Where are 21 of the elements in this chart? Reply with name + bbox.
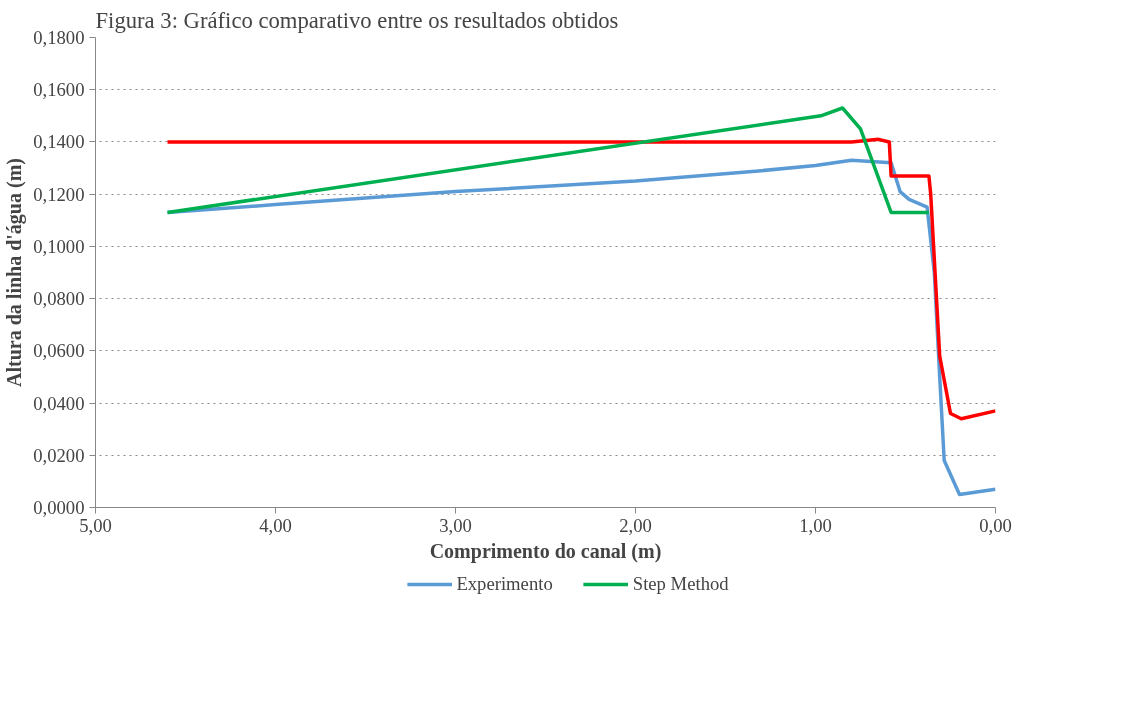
legend-label: Experimento <box>456 573 553 595</box>
y-tick-label: 0,0800 <box>33 288 85 310</box>
line-series <box>165 137 996 421</box>
x-tick-label: 2,00 <box>619 514 652 536</box>
y-tick-label: 0,0600 <box>33 340 85 362</box>
y-tick-label: 0,1400 <box>33 131 85 153</box>
x-tick-label: 0,00 <box>979 514 1012 536</box>
x-axis-title: Comprimento do canal (m) <box>429 539 662 563</box>
line-series <box>165 106 931 215</box>
y-tick-label: 0,1800 <box>33 27 85 48</box>
y-axis-title: Altura da linha d'água (m) <box>3 158 27 387</box>
legend-label: Step Method <box>632 573 729 595</box>
x-tick-label: 3,00 <box>439 514 472 536</box>
y-tick-label: 0,1600 <box>33 79 85 101</box>
x-tick-label: 4,00 <box>259 514 292 536</box>
x-tick-label: 1,00 <box>799 514 832 536</box>
y-tick-label: 0,0400 <box>33 392 85 414</box>
y-tick-label: 0,0200 <box>33 444 85 466</box>
y-tick-label: 0,1200 <box>33 183 85 205</box>
y-tick-label: 0,1000 <box>33 235 85 257</box>
chart-title: Figura 3: Gráfico comparativo entre os resultados obtidos <box>95 7 619 33</box>
